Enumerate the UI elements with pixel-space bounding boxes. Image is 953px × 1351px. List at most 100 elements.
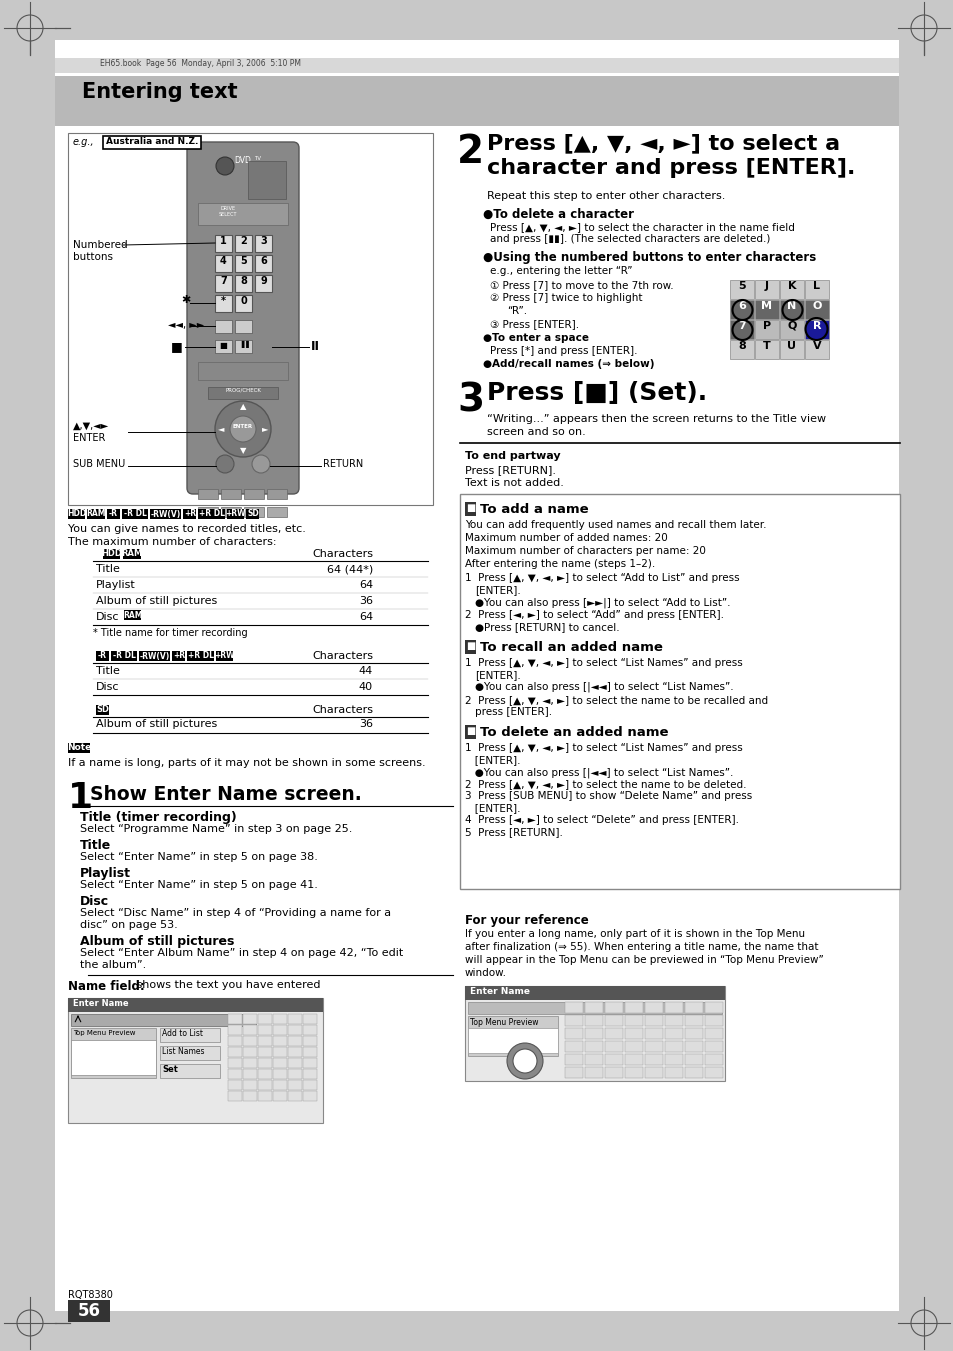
Bar — [584, 1067, 602, 1078]
Bar — [644, 1042, 662, 1052]
Text: 2: 2 — [456, 132, 483, 172]
Bar — [257, 1015, 272, 1024]
Bar — [704, 1067, 722, 1078]
Bar — [273, 1036, 287, 1046]
Text: after finalization (⇒ 55). When entering a title name, the name that: after finalization (⇒ 55). When entering… — [464, 942, 818, 952]
Bar — [624, 1054, 642, 1065]
Circle shape — [215, 455, 233, 473]
Text: To end partway: To end partway — [464, 451, 560, 461]
Text: Select “Enter Name” in step 5 on page 41.: Select “Enter Name” in step 5 on page 41… — [80, 880, 317, 890]
Bar — [468, 1002, 721, 1015]
Bar — [71, 1015, 255, 1025]
Bar — [160, 1065, 220, 1078]
Bar — [243, 1058, 256, 1069]
Text: Set: Set — [162, 1065, 177, 1074]
Text: 4: 4 — [220, 255, 227, 266]
Text: ◄◄, ►►: ◄◄, ►► — [168, 320, 204, 330]
Bar — [464, 503, 476, 516]
Bar — [267, 489, 287, 499]
Text: 40: 40 — [358, 682, 373, 692]
Bar — [228, 1025, 242, 1035]
Bar — [604, 1028, 622, 1039]
Text: 1  Press [▲, ▼, ◄, ►] to select “List Names” and press: 1 Press [▲, ▼, ◄, ►] to select “List Nam… — [464, 743, 742, 753]
Text: Select “Enter Album Name” in step 4 on page 42, “To edit: Select “Enter Album Name” in step 4 on p… — [80, 948, 403, 958]
Bar — [214, 235, 232, 253]
Bar — [704, 1002, 722, 1013]
Text: ▐▐: ▐▐ — [238, 340, 249, 349]
Bar — [228, 1092, 242, 1101]
Bar — [246, 509, 259, 519]
Text: Album of still pictures: Album of still pictures — [80, 935, 234, 948]
Text: Press [*] and press [ENTER].: Press [*] and press [ENTER]. — [490, 346, 637, 357]
Text: Album of still pictures: Album of still pictures — [96, 719, 217, 730]
Text: ■: ■ — [465, 725, 475, 736]
Text: 7: 7 — [220, 276, 227, 286]
Text: To recall an added name: To recall an added name — [479, 640, 662, 654]
Bar — [604, 1042, 622, 1052]
Bar — [244, 489, 264, 499]
Bar — [464, 640, 476, 654]
Bar — [684, 1067, 702, 1078]
Bar — [584, 1015, 602, 1025]
Text: RQT8380: RQT8380 — [68, 1290, 112, 1300]
Bar — [704, 1015, 722, 1025]
Text: RETURN: RETURN — [323, 459, 363, 469]
Bar — [243, 1015, 256, 1024]
Text: ■: ■ — [465, 503, 475, 513]
Text: J: J — [764, 281, 768, 290]
Bar — [604, 1067, 622, 1078]
Text: e.g., entering the letter “R”: e.g., entering the letter “R” — [490, 266, 632, 276]
Text: Press [■] (Set).: Press [■] (Set). — [486, 381, 706, 405]
Bar — [288, 1015, 302, 1024]
Bar — [214, 340, 232, 353]
Bar — [55, 41, 898, 1310]
Bar — [704, 1028, 722, 1039]
Text: Select “Enter Name” in step 5 on page 38.: Select “Enter Name” in step 5 on page 38… — [80, 852, 317, 862]
Bar — [754, 340, 779, 359]
Bar — [273, 1015, 287, 1024]
Text: [ENTER].: [ENTER]. — [475, 585, 520, 594]
Bar — [564, 1067, 582, 1078]
Bar — [234, 295, 252, 312]
Bar — [107, 509, 120, 519]
Text: L: L — [813, 281, 820, 290]
Text: 36: 36 — [358, 596, 373, 607]
Text: ENTER: ENTER — [233, 424, 253, 430]
Bar — [198, 489, 218, 499]
Text: ① Press [7] to move to the 7th row.: ① Press [7] to move to the 7th row. — [490, 280, 673, 290]
Text: M: M — [760, 301, 772, 311]
Text: 5: 5 — [240, 255, 247, 266]
Text: ●To enter a space: ●To enter a space — [482, 332, 588, 343]
Bar — [160, 1028, 220, 1042]
Text: Album of still pictures: Album of still pictures — [96, 596, 217, 607]
Bar — [564, 1054, 582, 1065]
Bar — [624, 1015, 642, 1025]
Bar — [644, 1067, 662, 1078]
Bar — [684, 1054, 702, 1065]
Text: PROG/CHECK: PROG/CHECK — [225, 388, 261, 393]
Bar — [288, 1092, 302, 1101]
Bar — [804, 340, 828, 359]
Bar — [122, 509, 149, 519]
Bar — [624, 1028, 642, 1039]
Text: Select “Disc Name” in step 4 of “Providing a name for a: Select “Disc Name” in step 4 of “Providi… — [80, 908, 391, 917]
Bar — [257, 1079, 272, 1090]
Bar — [464, 986, 724, 1000]
Bar — [644, 1015, 662, 1025]
Bar — [257, 1047, 272, 1056]
Text: Add to List: Add to List — [162, 1029, 203, 1038]
Text: Title: Title — [96, 666, 120, 676]
Bar — [243, 1047, 256, 1056]
Bar — [257, 1069, 272, 1079]
Bar — [96, 705, 109, 715]
Text: [ENTER].: [ENTER]. — [475, 670, 520, 680]
Bar — [780, 320, 803, 339]
Bar — [243, 1079, 256, 1090]
Bar — [288, 1079, 302, 1090]
Bar — [244, 507, 264, 517]
Bar — [564, 1042, 582, 1052]
Text: You can give names to recorded titles, etc.: You can give names to recorded titles, e… — [68, 524, 306, 534]
Text: Text is not added.: Text is not added. — [464, 478, 563, 488]
Text: HDD: HDD — [67, 509, 87, 519]
Bar — [228, 1047, 242, 1056]
